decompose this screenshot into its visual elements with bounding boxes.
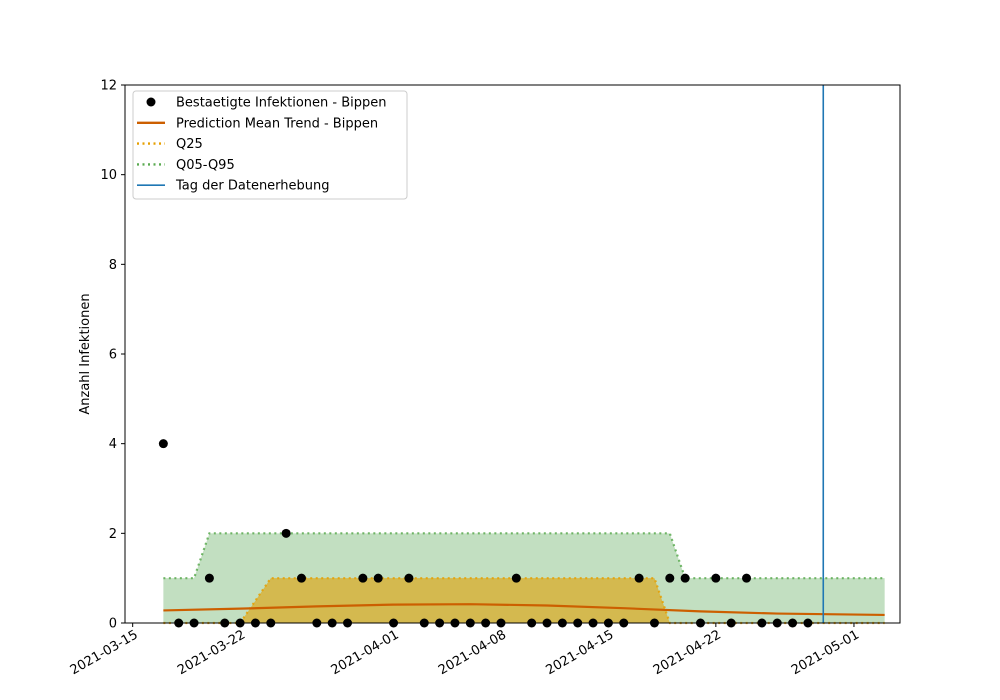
data-point bbox=[665, 573, 675, 583]
x-tick-label: 2021-04-01 bbox=[329, 627, 402, 678]
y-tick-label: 8 bbox=[109, 258, 117, 273]
y-tick-label: 0 bbox=[109, 617, 117, 632]
band-layer bbox=[163, 532, 885, 625]
legend-label: Tag der Datenerhebung bbox=[175, 179, 330, 194]
data-point bbox=[742, 573, 752, 583]
data-point bbox=[281, 528, 291, 538]
legend-label: Q25 bbox=[176, 137, 203, 152]
x-tick-label: 2021-03-22 bbox=[175, 627, 248, 678]
line-layer bbox=[163, 85, 885, 623]
data-point bbox=[634, 573, 644, 583]
data-point bbox=[680, 573, 690, 583]
legend-label: Bestaetigte Infektionen - Bippen bbox=[176, 96, 386, 111]
y-tick-label: 12 bbox=[100, 79, 117, 94]
point-layer bbox=[158, 439, 813, 628]
y-tick-label: 10 bbox=[100, 168, 117, 183]
data-point bbox=[296, 573, 306, 583]
data-point bbox=[358, 573, 368, 583]
y-axis-label: Anzahl Infektionen bbox=[78, 293, 93, 414]
band-upper-line-3 bbox=[163, 532, 885, 580]
trend-line bbox=[163, 603, 885, 617]
legend-box bbox=[132, 90, 408, 200]
data-point bbox=[511, 573, 521, 583]
x-tick-label: 2021-03-15 bbox=[68, 627, 141, 678]
x-tick-label: 2021-05-01 bbox=[789, 627, 862, 678]
x-tick-label: 2021-04-15 bbox=[543, 627, 616, 678]
data-point bbox=[404, 573, 414, 583]
y-tick-label: 6 bbox=[109, 348, 117, 363]
y-tick-label: 2 bbox=[109, 527, 117, 542]
y-tick-label: 4 bbox=[109, 437, 117, 452]
legend-marker-points bbox=[146, 97, 156, 107]
legend-label: Prediction Mean Trend - Bippen bbox=[176, 116, 378, 131]
data-point bbox=[373, 573, 383, 583]
legend-label: Q05-Q95 bbox=[176, 158, 235, 173]
band-area-2 bbox=[163, 578, 885, 623]
legend: Bestaetigte Infektionen - Bippen Predicti… bbox=[132, 90, 408, 200]
data-point bbox=[204, 573, 214, 583]
data-point bbox=[711, 573, 721, 583]
data-point bbox=[158, 439, 168, 449]
x-tick-label: 2021-04-08 bbox=[436, 627, 509, 678]
x-tick-label: 2021-04-22 bbox=[651, 627, 724, 678]
